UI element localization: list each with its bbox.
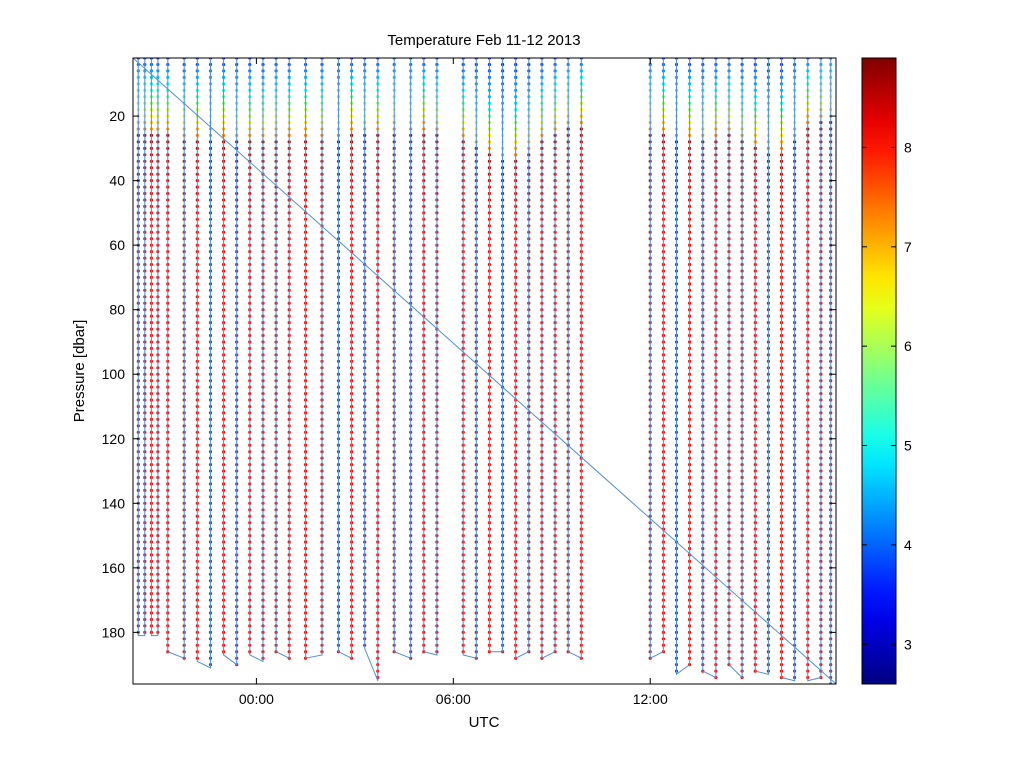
profile-22	[422, 58, 426, 654]
chart-title: Temperature Feb 11-12 2013	[387, 32, 580, 49]
y-tick-label: 100	[102, 366, 126, 382]
y-axis-label: Pressure [dbar]	[71, 320, 88, 423]
y-tick-label: 120	[102, 431, 126, 447]
colorbar-ticks: 3 4 5 6 7 8	[862, 139, 912, 652]
colorbar-tick-label: 3	[904, 636, 912, 652]
x-tick-label: 00:00	[239, 691, 274, 707]
x-tick-label: 06:00	[436, 691, 471, 707]
y-tick-label: 160	[102, 560, 126, 576]
colorbar-tick-label: 8	[904, 139, 912, 155]
plot-frame	[132, 57, 837, 685]
y-tick-label: 180	[102, 624, 126, 640]
x-tick-label: 12:00	[633, 691, 668, 707]
y-tick-label: 140	[102, 495, 126, 511]
y-axis: 20 40 60 80 100 120 140 160 180	[102, 108, 836, 640]
profile-17	[350, 58, 354, 660]
colorbar-tick-label: 6	[904, 338, 912, 354]
y-tick-label: 60	[109, 237, 125, 253]
profile-27	[501, 58, 505, 654]
colorbar-tick-label: 4	[904, 537, 912, 553]
colorbar-tick-label: 5	[904, 438, 912, 454]
plot-marks	[133, 58, 836, 684]
profile-1	[143, 58, 147, 635]
track-diagonal	[133, 58, 836, 684]
profile-35	[661, 58, 666, 654]
y-tick-label: 40	[109, 173, 125, 189]
y-tick-label: 80	[109, 302, 125, 318]
colorbar-tick-label: 7	[904, 239, 912, 255]
colorbar-gradient	[861, 57, 897, 685]
profile-5	[182, 58, 186, 660]
y-tick-label: 20	[109, 108, 125, 124]
x-axis: 00:00 06:00 12:00	[239, 58, 668, 707]
profile-38	[701, 58, 705, 673]
profile-32	[566, 58, 570, 654]
colorbar: 3 4 5 6 7 8	[861, 57, 912, 685]
profile-10	[248, 58, 252, 654]
x-axis-label: UTC	[469, 714, 500, 731]
track-line	[137, 58, 832, 684]
